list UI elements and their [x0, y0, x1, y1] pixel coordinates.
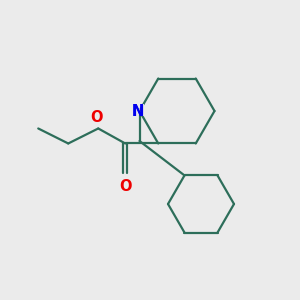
Text: O: O — [119, 179, 131, 194]
Text: N: N — [132, 103, 144, 118]
Text: O: O — [91, 110, 103, 125]
Text: N: N — [131, 103, 145, 118]
Text: N: N — [132, 103, 144, 118]
